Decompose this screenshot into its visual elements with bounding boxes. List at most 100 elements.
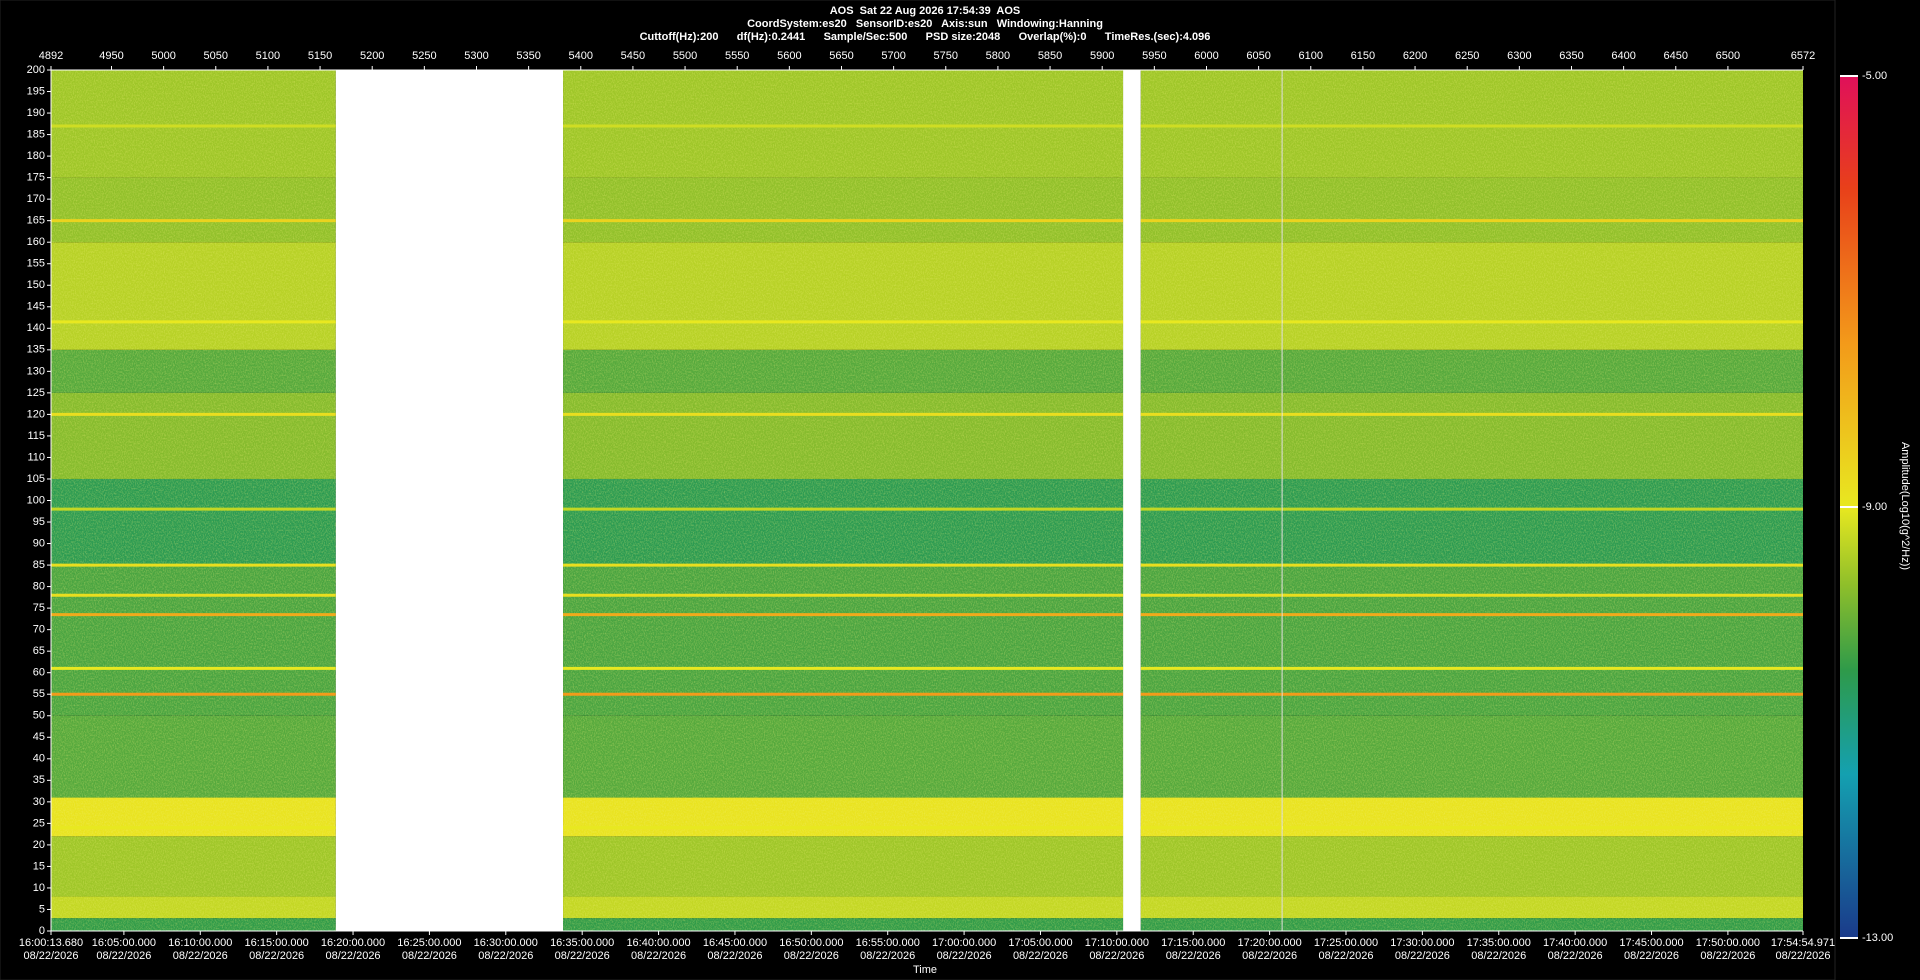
x-tick-label: 5050 (204, 50, 228, 62)
time-tick-label: 17:25:00.000 (1314, 937, 1378, 949)
x-tick-label: 5900 (1090, 50, 1114, 62)
time-tick-label: 17:35:00.000 (1467, 937, 1531, 949)
x-tick-label: 5500 (673, 50, 697, 62)
x-tick-label: 5250 (412, 50, 436, 62)
x-tick-label: 6000 (1194, 50, 1218, 62)
time-tick-date: 08/22/2026 (1089, 950, 1144, 962)
time-tick-date: 08/22/2026 (1700, 950, 1755, 962)
time-tick-label: 17:20:00.000 (1238, 937, 1302, 949)
time-tick-label: 16:40:00.000 (626, 937, 690, 949)
y-tick-label: 90 (33, 537, 45, 549)
y-tick-label: 195 (27, 85, 45, 97)
x-tick-label: 5200 (360, 50, 384, 62)
x-tick-label: 5300 (464, 50, 488, 62)
y-tick-label: 145 (27, 301, 45, 313)
y-tick-label: 120 (27, 408, 45, 420)
y-tick-label: 10 (33, 882, 45, 894)
time-tick-date: 08/22/2026 (631, 950, 686, 962)
y-tick-label: 115 (27, 430, 45, 442)
time-tick-date: 08/22/2026 (326, 950, 381, 962)
time-tick-date: 08/22/2026 (860, 950, 915, 962)
x-tick-label: 5650 (829, 50, 853, 62)
x-tick-label: 5700 (881, 50, 905, 62)
y-tick-label: 75 (33, 602, 45, 614)
time-tick-label: 16:50:00.000 (779, 937, 843, 949)
time-tick-date: 08/22/2026 (402, 950, 457, 962)
x-tick-label: 5400 (569, 50, 593, 62)
y-tick-label: 175 (27, 172, 45, 184)
y-tick-label: 135 (27, 344, 45, 356)
x-tick-label: 5850 (1038, 50, 1062, 62)
time-tick-date: 08/22/2026 (1395, 950, 1450, 962)
y-tick-label: 150 (27, 279, 45, 291)
time-tick-label: 16:10:00.000 (168, 937, 232, 949)
time-tick-date: 08/22/2026 (1318, 950, 1373, 962)
time-tick-date: 08/22/2026 (478, 950, 533, 962)
y-tick-label: 125 (27, 387, 45, 399)
time-tick-date: 08/22/2026 (23, 950, 78, 962)
time-tick-date: 08/22/2026 (173, 950, 228, 962)
time-tick-date: 08/22/2026 (1775, 950, 1830, 962)
x-tick-label: 6050 (1246, 50, 1270, 62)
y-tick-label: 160 (27, 236, 45, 248)
data-gap (1123, 70, 1141, 931)
y-tick-label: 15 (33, 860, 45, 872)
y-tick-label: 30 (33, 796, 45, 808)
y-tick-label: 85 (33, 559, 45, 571)
x-tick-label: 6300 (1507, 50, 1531, 62)
y-tick-label: 55 (33, 688, 45, 700)
time-tick-date: 08/22/2026 (555, 950, 610, 962)
colorbar-tick-label: -9.00 (1862, 501, 1887, 513)
y-tick-label: 190 (27, 107, 45, 119)
y-tick-label: 50 (33, 710, 45, 722)
time-tick-label: 17:30:00.000 (1390, 937, 1454, 949)
y-tick-label: 80 (33, 581, 45, 593)
y-tick-label: 200 (27, 64, 45, 76)
y-tick-label: 165 (27, 215, 45, 227)
y-tick-label: 185 (27, 128, 45, 140)
x-tick-label: 5800 (986, 50, 1010, 62)
time-tick-label: 17:15:00.000 (1161, 937, 1225, 949)
colorbar-tick-label: -5.00 (1862, 70, 1887, 82)
y-tick-label: 0 (39, 925, 45, 937)
title-line: AOS Sat 22 Aug 2026 17:54:39 AOS (830, 5, 1021, 17)
texture (1140, 70, 1282, 931)
colorbar-label: Amplitude(Log10(g^2/Hz)) (1899, 442, 1911, 570)
y-tick-label: 155 (27, 258, 45, 270)
time-tick-date: 08/22/2026 (1166, 950, 1221, 962)
time-tick-label: 16:25:00.000 (397, 937, 461, 949)
time-tick-label: 16:00:13.680 (19, 937, 83, 949)
x-tick-label: 6150 (1351, 50, 1375, 62)
time-tick-label: 16:45:00.000 (703, 937, 767, 949)
x-tick-label: 6450 (1664, 50, 1688, 62)
y-tick-label: 5 (39, 903, 45, 915)
time-tick-date: 08/22/2026 (1013, 950, 1068, 962)
time-tick-label: 17:50:00.000 (1696, 937, 1760, 949)
y-tick-label: 140 (27, 322, 45, 334)
x-tick-label: 5600 (777, 50, 801, 62)
x-tick-label: 5450 (621, 50, 645, 62)
x-axis-label: Time (913, 964, 937, 976)
x-tick-label: 4950 (99, 50, 123, 62)
title-line: CoordSystem:es20 SensorID:es20 Axis:sun … (747, 18, 1103, 30)
time-tick-date: 08/22/2026 (249, 950, 304, 962)
texture (51, 70, 336, 931)
y-tick-label: 65 (33, 645, 45, 657)
time-tick-date: 08/22/2026 (96, 950, 151, 962)
y-tick-label: 60 (33, 667, 45, 679)
time-tick-date: 08/22/2026 (937, 950, 992, 962)
x-tick-label: 5150 (308, 50, 332, 62)
y-tick-label: 70 (33, 624, 45, 636)
time-tick-label: 16:30:00.000 (474, 937, 538, 949)
time-tick-date: 08/22/2026 (1624, 950, 1679, 962)
x-tick-label: 6572 (1791, 50, 1815, 62)
time-tick-label: 16:15:00.000 (245, 937, 309, 949)
time-tick-date: 08/22/2026 (784, 950, 839, 962)
time-tick-date: 08/22/2026 (1548, 950, 1603, 962)
title-line: Cuttoff(Hz):200 df(Hz):0.2441 Sample/Sec… (640, 31, 1211, 43)
time-tick-label: 17:00:00.000 (932, 937, 996, 949)
y-tick-label: 45 (33, 731, 45, 743)
time-tick-date: 08/22/2026 (1471, 950, 1526, 962)
x-tick-label: 6500 (1716, 50, 1740, 62)
